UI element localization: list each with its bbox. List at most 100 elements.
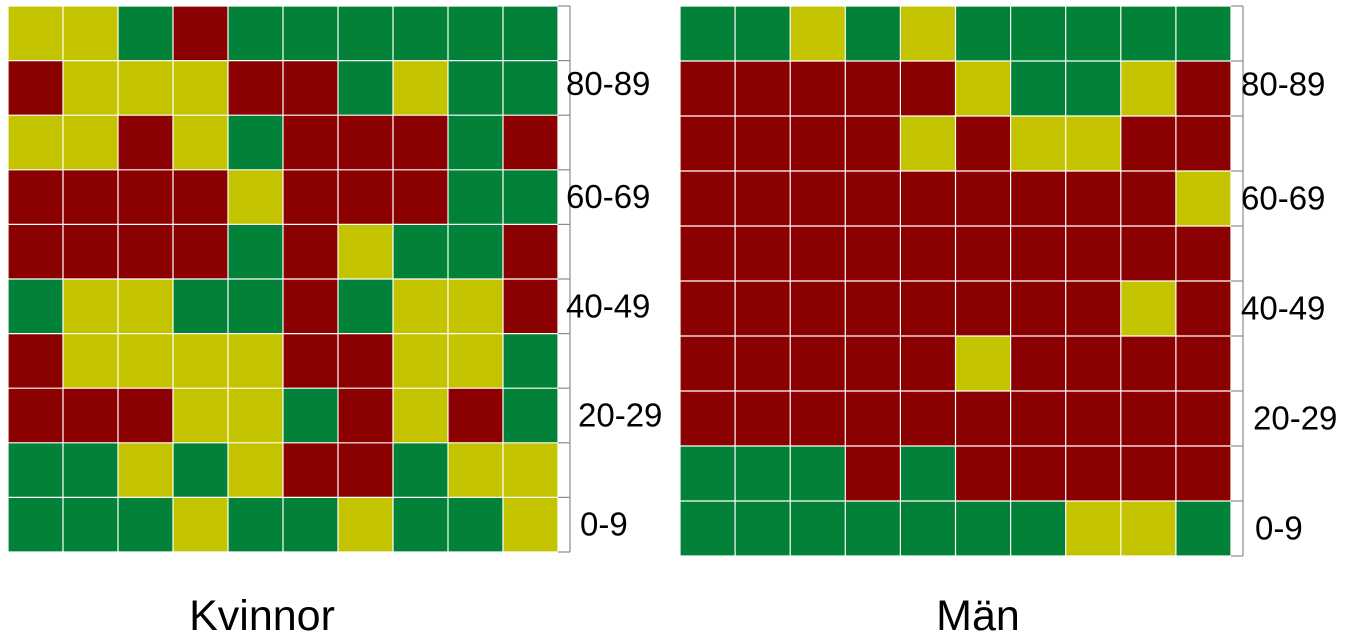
heatmap-cell xyxy=(845,446,901,501)
heatmap-cell xyxy=(955,501,1011,556)
heatmap-cell xyxy=(1010,446,1066,501)
heatmap-cell xyxy=(1065,446,1121,501)
heatmap-cell xyxy=(283,442,338,498)
y-tick-label: 0-9 xyxy=(580,506,628,543)
heatmap-cell xyxy=(63,497,118,552)
heatmap-cell xyxy=(790,501,846,556)
heatmap-cell xyxy=(845,501,901,556)
heatmap-cell xyxy=(118,224,173,279)
heatmap-cell xyxy=(845,6,901,61)
y-tick-label: 60-69 xyxy=(566,178,650,215)
y-tick-label: 40-49 xyxy=(1241,290,1325,327)
heatmap-cell xyxy=(503,224,558,279)
heatmap-cell xyxy=(900,6,956,61)
heatmap-cell xyxy=(735,226,791,281)
heatmap-cell xyxy=(448,333,503,389)
heatmap-cell xyxy=(63,6,118,61)
heatmap-cell xyxy=(63,169,118,225)
heatmap-cell xyxy=(503,333,558,389)
heatmap-cell xyxy=(448,442,503,498)
heatmap-cell xyxy=(1120,171,1176,226)
heatmap-cell xyxy=(393,388,448,443)
heatmap-cell xyxy=(338,6,393,61)
heatmap-cell xyxy=(338,224,393,279)
heatmap-cell xyxy=(790,116,846,171)
heatmap-cell xyxy=(735,6,791,61)
heatmap-cell xyxy=(1010,391,1066,446)
heatmap-cell xyxy=(118,497,173,552)
heatmap-cell xyxy=(680,391,736,446)
heatmap-cell xyxy=(338,60,393,116)
heatmap-cell xyxy=(735,501,791,556)
heatmap-cell xyxy=(338,169,393,225)
heatmap-cell xyxy=(1065,61,1121,116)
heatmap-cell xyxy=(228,442,283,498)
heatmap-cell xyxy=(1175,116,1231,171)
heatmap-cell xyxy=(845,116,901,171)
heatmap-cell xyxy=(845,281,901,336)
heatmap-cell xyxy=(283,115,338,170)
heatmap-cell xyxy=(1010,226,1066,281)
heatmap-cell xyxy=(338,279,393,334)
heatmap-cell xyxy=(1065,226,1121,281)
heatmap-cell xyxy=(393,442,448,498)
heatmap-cell xyxy=(173,6,228,61)
heatmap-cell xyxy=(173,388,228,443)
heatmap-cell xyxy=(1175,171,1231,226)
heatmap-cell xyxy=(118,60,173,116)
heatmap-cell xyxy=(503,279,558,334)
heatmap-cell xyxy=(1175,226,1231,281)
heatmap-cell xyxy=(1065,281,1121,336)
heatmap-cell xyxy=(228,497,283,552)
heatmap-cell xyxy=(900,61,956,116)
heatmap-cell xyxy=(735,171,791,226)
y-tick-label: 80-89 xyxy=(566,65,650,102)
heatmap-cell xyxy=(735,391,791,446)
heatmap-cell xyxy=(1120,336,1176,391)
heatmap-cell xyxy=(393,497,448,552)
heatmap-cell xyxy=(955,6,1011,61)
heatmap-cell xyxy=(503,442,558,498)
heatmap-cell xyxy=(283,60,338,116)
heatmap-cell xyxy=(900,171,956,226)
heatmap-cell xyxy=(680,281,736,336)
heatmap-cell xyxy=(680,446,736,501)
heatmap-cell xyxy=(503,6,558,61)
heatmap-cell xyxy=(8,497,63,552)
heatmap-cell xyxy=(1175,336,1231,391)
heatmap-cell xyxy=(1175,281,1231,336)
heatmap-cell xyxy=(503,60,558,116)
heatmap-cell xyxy=(680,501,736,556)
heatmap-cell xyxy=(955,116,1011,171)
heatmap-cell xyxy=(900,446,956,501)
heatmap-cell xyxy=(1120,61,1176,116)
heatmap-cell xyxy=(503,497,558,552)
heatmap-cell xyxy=(955,336,1011,391)
y-tick-label: 80-89 xyxy=(1241,66,1325,103)
heatmap-cell xyxy=(338,388,393,443)
heatmap-cell xyxy=(1065,501,1121,556)
heatmap-cell xyxy=(845,61,901,116)
heatmap-panel-man: 80-89 60-69 40-49 20-29 0-9 Män xyxy=(679,5,1337,640)
heatmap-cell xyxy=(63,442,118,498)
heatmap-cell xyxy=(1065,391,1121,446)
heatmap-cell xyxy=(1175,61,1231,116)
heatmap-cell xyxy=(228,60,283,116)
heatmap-cell xyxy=(118,388,173,443)
heatmap-cell xyxy=(1010,116,1066,171)
heatmap-cell xyxy=(1175,391,1231,446)
heatmap-cell xyxy=(1010,61,1066,116)
heatmap-cell xyxy=(63,115,118,170)
heatmap-cell xyxy=(955,391,1011,446)
heatmap-cell xyxy=(448,6,503,61)
heatmap-cell xyxy=(1120,6,1176,61)
heatmap-cell xyxy=(393,60,448,116)
heatmap-cell xyxy=(8,224,63,279)
heatmap-cell xyxy=(448,60,503,116)
heatmap-cell xyxy=(63,333,118,389)
heatmap-cell xyxy=(790,61,846,116)
heatmap-cell xyxy=(338,442,393,498)
heatmap-cell xyxy=(735,336,791,391)
heatmap-cell xyxy=(503,388,558,443)
heatmap-cell xyxy=(845,171,901,226)
